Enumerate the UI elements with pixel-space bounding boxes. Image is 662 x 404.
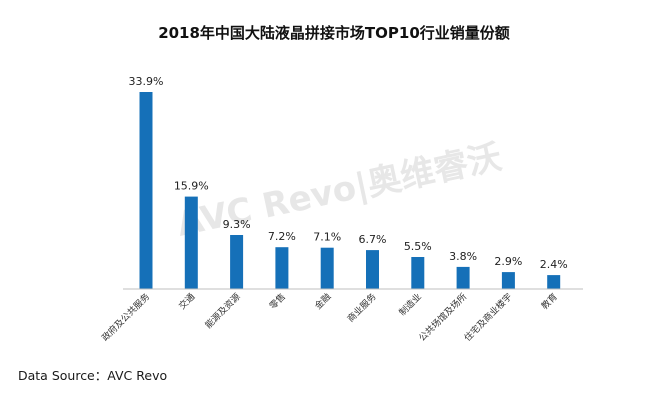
bar-10 xyxy=(547,275,561,289)
data-label-10: 2.4% xyxy=(540,258,568,271)
data-label-6: 6.7% xyxy=(359,233,387,246)
bar-8 xyxy=(456,266,470,289)
data-label-7: 5.5% xyxy=(404,240,432,253)
data-source: Data Source：AVC Revo xyxy=(18,368,168,383)
data-label-5: 7.1% xyxy=(313,231,341,244)
x-tick-label-7: 制造业 xyxy=(396,291,424,319)
bar-4 xyxy=(275,247,289,289)
chart-title: 2018年中国大陆液晶拼接市场TOP10行业销量份额 xyxy=(158,24,510,42)
x-tick-label-8: 公共场馆及场所 xyxy=(416,291,469,344)
data-label-3: 9.3% xyxy=(223,218,251,231)
bar-1 xyxy=(139,92,153,289)
bar-5 xyxy=(320,247,334,289)
bar-6 xyxy=(366,250,379,289)
labels-layer: 33.9% 15.9% 9.3% 7.2% 7.1% 6.7% 5.5% 3.8% 2.9% 2.… xyxy=(129,75,568,271)
data-label-8: 3.8% xyxy=(449,250,477,263)
bar-2 xyxy=(184,196,198,289)
x-tick-label-1: 政府及公共服务 xyxy=(99,291,152,344)
bars-layer xyxy=(139,92,561,289)
x-tick-label-10: 教育 xyxy=(539,291,560,312)
data-label-4: 7.2% xyxy=(268,230,296,243)
bar-3 xyxy=(230,235,244,289)
x-tick-label-5: 金融 xyxy=(312,291,333,312)
x-tick-label-9: 住宅及商业楼宇 xyxy=(461,291,514,344)
bar-7 xyxy=(411,257,425,289)
x-tick-label-2: 交通 xyxy=(176,291,197,312)
data-label-1: 33.9% xyxy=(129,75,164,88)
x-tick-label-3: 能源及资源 xyxy=(202,291,242,331)
data-label-9: 2.9% xyxy=(494,255,522,268)
x-tick-label-4: 零售 xyxy=(267,291,288,312)
x-tick-label-6: 商业服务 xyxy=(345,291,379,325)
data-label-2: 15.9% xyxy=(174,180,209,193)
bar-9 xyxy=(501,272,515,289)
